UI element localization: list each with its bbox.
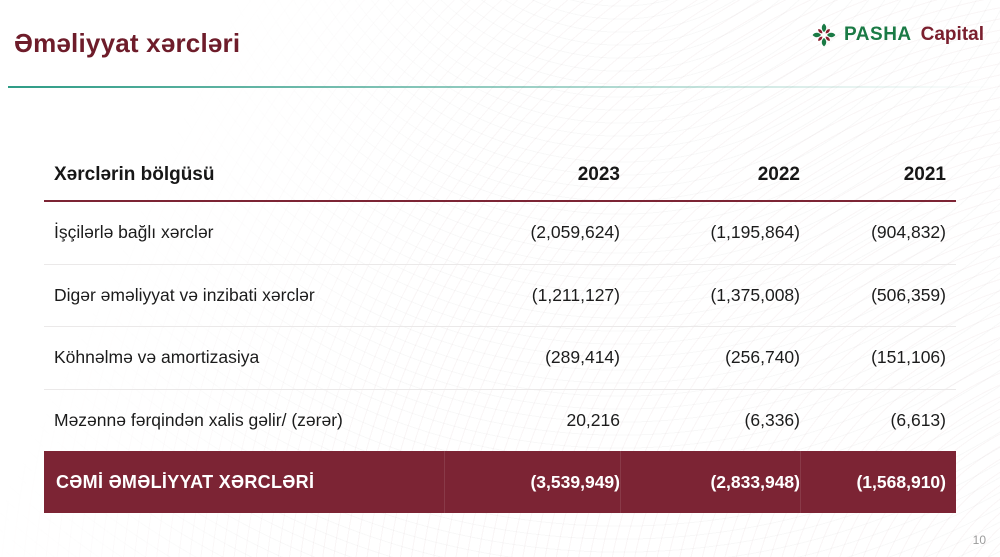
- table-row: Məzənnə fərqindən xalis gəlir/ (zərər) 20…: [44, 390, 956, 452]
- row-value-2021: (151,106): [871, 347, 946, 368]
- row-label: Köhnəlmə və amortizasiya: [54, 347, 260, 368]
- logo-suffix-text: Capital: [920, 24, 984, 45]
- row-label: Məzənnə fərqindən xalis gəlir/ (zərər): [54, 409, 343, 430]
- row-label: İşçilərlə bağlı xərclər: [54, 222, 214, 243]
- column-header-2022: 2022: [757, 164, 800, 185]
- row-value-2021: (6,613): [890, 409, 946, 430]
- row-value-2021: (506,359): [871, 284, 946, 305]
- table-total-row: CƏMİ ƏMƏLİYYAT XƏRCLƏRİ (3,539,949) (2,8…: [44, 451, 956, 513]
- column-header-2023: 2023: [577, 164, 620, 185]
- total-value-2022: (2,833,948): [620, 451, 800, 513]
- row-value-2023: (289,414): [545, 347, 620, 368]
- row-value-2022: (1,195,864): [710, 222, 800, 243]
- row-value-2021: (904,832): [871, 222, 946, 243]
- column-header-label: Xərclərin bölgüsü: [54, 164, 215, 185]
- table-body: İşçilərlə bağlı xərclər (2,059,624) (1,195…: [44, 202, 956, 451]
- row-value-2023: (2,059,624): [530, 222, 620, 243]
- total-value-2023: (3,539,949): [444, 451, 620, 513]
- row-value-2023: 20,216: [566, 409, 620, 430]
- row-value-2022: (256,740): [725, 347, 800, 368]
- page-title: Əməliyyat xərcləri: [14, 28, 241, 58]
- column-header-2021: 2021: [903, 164, 946, 185]
- total-label: CƏMİ ƏMƏLİYYAT XƏRCLƏRİ: [56, 471, 315, 492]
- table-row: Köhnəlmə və amortizasiya (289,414) (256,74…: [44, 327, 956, 390]
- table-header-row: Xərclərin bölgüsü 2023 2022 2021: [44, 150, 956, 202]
- row-value-2022: (1,375,008): [710, 284, 800, 305]
- expenses-table: Xərclərin bölgüsü 2023 2022 2021 İşçilər…: [44, 150, 956, 513]
- total-value-2021: (1,568,910): [800, 451, 956, 513]
- page-number: 10: [972, 533, 986, 547]
- row-value-2022: (6,336): [744, 409, 800, 430]
- table-row: İşçilərlə bağlı xərclər (2,059,624) (1,195…: [44, 202, 956, 265]
- pasha-pinwheel-icon: [812, 23, 836, 47]
- row-value-2023: (1,211,127): [531, 284, 620, 305]
- title-underline: [8, 86, 994, 88]
- row-label: Digər əməliyyat və inzibati xərclər: [54, 284, 315, 305]
- logo-brand-text: PASHA: [844, 24, 912, 45]
- table-row: Digər əməliyyat və inzibati xərclər (1,21…: [44, 265, 956, 327]
- pasha-capital-logo: PASHA Capital: [811, 22, 984, 48]
